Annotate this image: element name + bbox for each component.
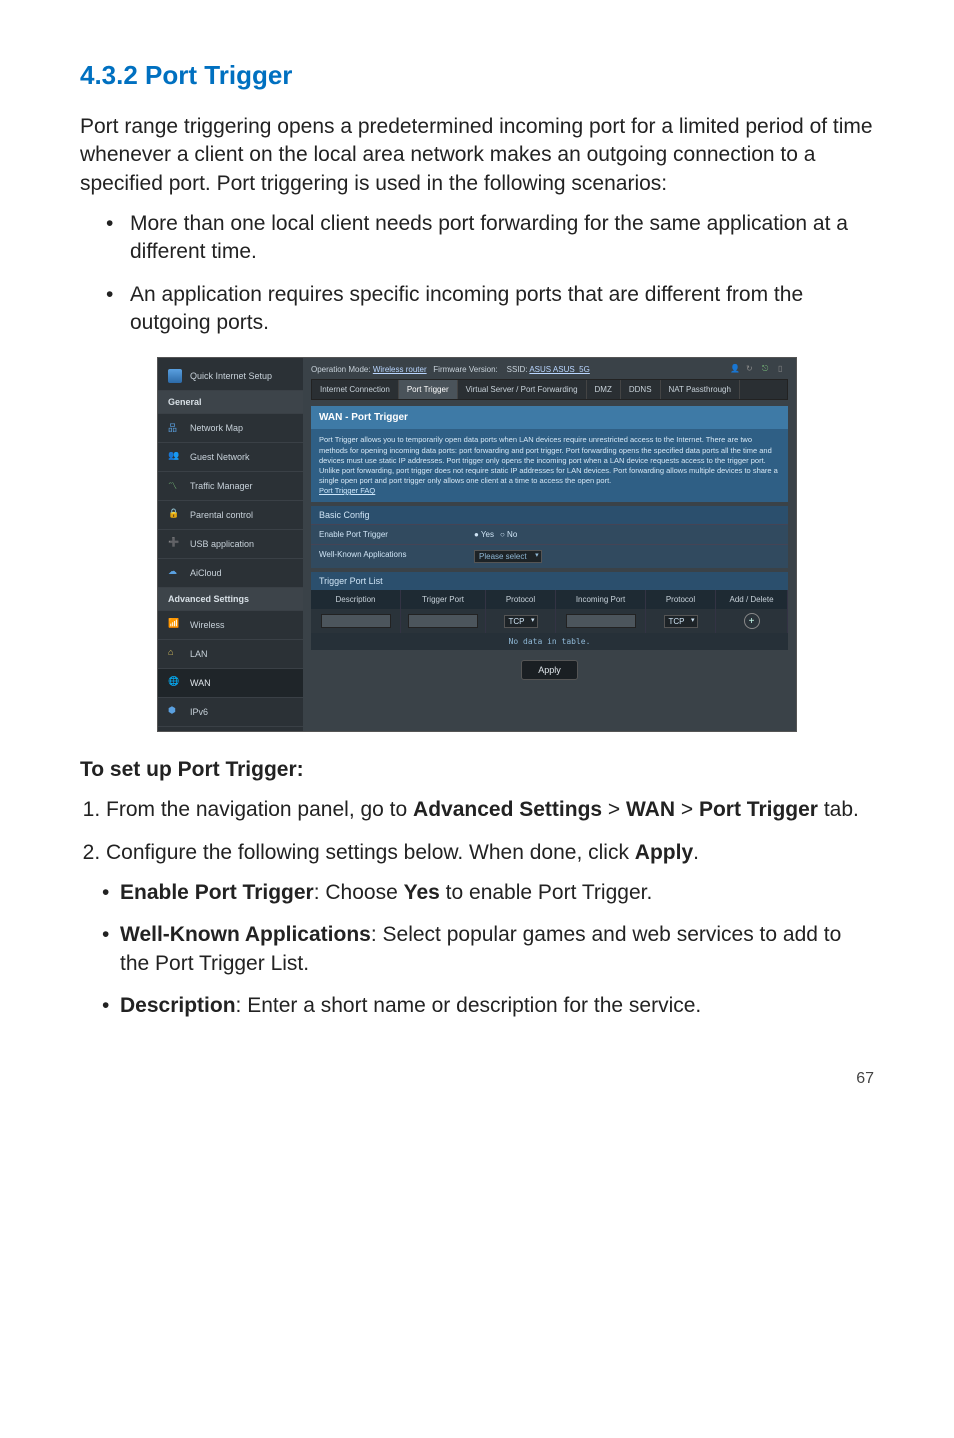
trigger-port-input[interactable]	[408, 614, 478, 628]
tabs: Internet Connection Port Trigger Virtual…	[311, 379, 788, 400]
tab-internet-connection[interactable]: Internet Connection	[312, 380, 399, 399]
sidebar-item-parental[interactable]: 🔒Parental control	[158, 501, 303, 530]
user-icon[interactable]: 👤	[730, 364, 740, 374]
sidebar-item-lan[interactable]: ⌂LAN	[158, 640, 303, 669]
refresh-icon[interactable]: ↻	[746, 364, 756, 374]
incoming-port-input[interactable]	[566, 614, 636, 628]
apply-button[interactable]: Apply	[521, 660, 578, 680]
sub-description: Description: Enter a short name or descr…	[120, 992, 874, 1020]
tab-ddns[interactable]: DDNS	[621, 380, 661, 399]
sidebar-item-qis[interactable]: Quick Internet Setup	[158, 362, 303, 391]
ipv6-icon: ⬢	[168, 705, 182, 719]
sidebar-item-usb[interactable]: ➕USB application	[158, 530, 303, 559]
usb-top-icon[interactable]: ⎋	[762, 364, 772, 374]
setup-heading: To set up Port Trigger:	[80, 758, 874, 782]
sidebar-item-aicloud[interactable]: ☁AiCloud	[158, 559, 303, 588]
cloud-icon: ☁	[168, 566, 182, 580]
screenshot-figure: Quick Internet Setup General 品Network Ma…	[80, 357, 874, 732]
trigger-list-header: Trigger Port List	[311, 572, 788, 590]
add-button[interactable]: +	[744, 613, 760, 629]
traffic-icon: 〽	[168, 479, 182, 493]
basic-config-header: Basic Config	[311, 506, 788, 524]
table-header: Description Trigger Port Protocol Incomi…	[311, 590, 788, 609]
sidebar-item-guest-network[interactable]: 👥Guest Network	[158, 443, 303, 472]
step-2: Configure the following settings below. …	[106, 839, 874, 1021]
table-input-row: TCP TCP +	[311, 609, 788, 633]
description-input[interactable]	[321, 614, 391, 628]
section-heading: 4.3.2 Port Trigger	[80, 60, 874, 91]
network-icon: 品	[168, 421, 182, 435]
wellknown-label: Well-Known Applications	[311, 545, 466, 568]
sd-icon[interactable]: ▯	[778, 364, 788, 374]
sub-enable: Enable Port Trigger: Choose Yes to enabl…	[120, 879, 874, 907]
usb-icon: ➕	[168, 537, 182, 551]
tab-port-trigger[interactable]: Port Trigger	[399, 380, 458, 399]
radio-no[interactable]: ○ No	[500, 530, 517, 539]
sidebar-header-general: General	[158, 391, 303, 414]
panel-description: Port Trigger allows you to temporarily o…	[311, 429, 788, 502]
trigger-protocol-select[interactable]: TCP	[504, 615, 538, 628]
incoming-protocol-select[interactable]: TCP	[664, 615, 698, 628]
sidebar-label: Quick Internet Setup	[190, 371, 272, 381]
scenario-list: More than one local client needs port fo…	[80, 210, 874, 337]
sub-wellknown: Well-Known Applications: Select popular …	[120, 921, 874, 978]
sidebar-item-wireless[interactable]: 📶Wireless	[158, 611, 303, 640]
intro-paragraph: Port range triggering opens a predetermi…	[80, 113, 874, 198]
guest-icon: 👥	[168, 450, 182, 464]
ssid-link[interactable]: ASUS ASUS_5G	[529, 365, 589, 374]
sidebar-header-advanced: Advanced Settings	[158, 588, 303, 611]
tab-dmz[interactable]: DMZ	[587, 380, 621, 399]
wifi-icon: 📶	[168, 618, 182, 632]
sidebar-item-ipv6[interactable]: ⬢IPv6	[158, 698, 303, 727]
lock-icon: 🔒	[168, 508, 182, 522]
row-wellknown-apps: Well-Known Applications Please select	[311, 544, 788, 568]
sidebar-item-network-map[interactable]: 品Network Map	[158, 414, 303, 443]
wand-icon	[168, 369, 182, 383]
panel-title: WAN - Port Trigger	[311, 406, 788, 429]
scenario-item: More than one local client needs port fo…	[130, 210, 874, 267]
scenario-item: An application requires specific incomin…	[130, 281, 874, 338]
sub-list: Enable Port Trigger: Choose Yes to enabl…	[106, 879, 874, 1020]
step-1: From the navigation panel, go to Advance…	[106, 796, 874, 824]
no-data-row: No data in table.	[311, 633, 788, 650]
sidebar-item-wan[interactable]: 🌐WAN	[158, 669, 303, 698]
sidebar-item-traffic-manager[interactable]: 〽Traffic Manager	[158, 472, 303, 501]
main-panel: Operation Mode: Wireless router Firmware…	[303, 358, 796, 731]
home-icon: ⌂	[168, 647, 182, 661]
sidebar: Quick Internet Setup General 品Network Ma…	[158, 358, 303, 731]
topbar: Operation Mode: Wireless router Firmware…	[311, 364, 788, 374]
steps-list: From the navigation panel, go to Advance…	[80, 796, 874, 1020]
row-enable-port-trigger: Enable Port Trigger ● Yes ○ No	[311, 524, 788, 544]
router-ui: Quick Internet Setup General 品Network Ma…	[157, 357, 797, 732]
wellknown-select[interactable]: Please select	[474, 550, 542, 563]
faq-link[interactable]: Port Trigger FAQ	[319, 486, 375, 495]
globe-icon: 🌐	[168, 676, 182, 690]
tab-virtual-server[interactable]: Virtual Server / Port Forwarding	[458, 380, 587, 399]
enable-label: Enable Port Trigger	[311, 525, 466, 544]
tab-nat-passthrough[interactable]: NAT Passthrough	[661, 380, 740, 399]
op-mode-link[interactable]: Wireless router	[373, 365, 427, 374]
page-number: 67	[80, 1070, 874, 1088]
radio-yes[interactable]: ● Yes	[474, 530, 494, 539]
